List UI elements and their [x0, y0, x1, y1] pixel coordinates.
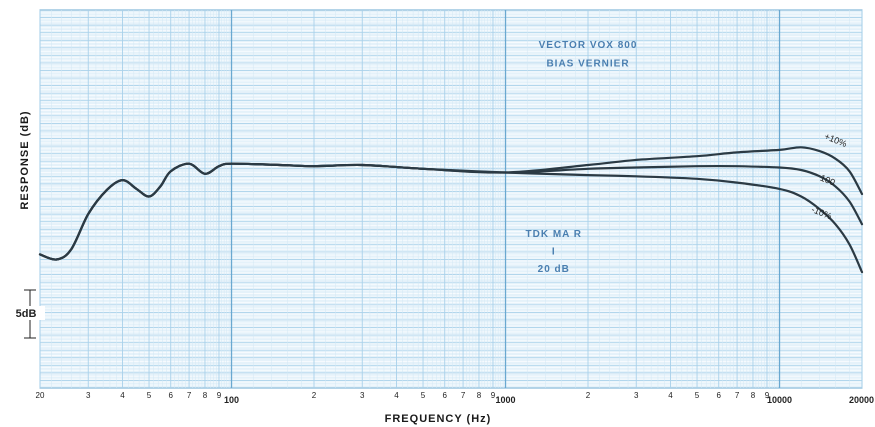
x-tick-label: 5 — [147, 391, 152, 400]
x-tick-label: 5 — [695, 391, 700, 400]
scale-bar-label-bg — [9, 306, 45, 320]
x-tick-label: 3 — [634, 391, 639, 400]
x-tick-label: 8 — [751, 391, 756, 400]
x-tick-label: 8 — [203, 391, 208, 400]
series-line-minus10 — [38, 162, 864, 274]
chart-annotation: VECTOR VOX 800 — [539, 40, 638, 51]
x-tick-label: 8 — [477, 391, 482, 400]
x-tick-label: 1000 — [496, 395, 516, 405]
x-tick-label: 4 — [394, 391, 399, 400]
x-tick-label: 7 — [187, 391, 192, 400]
chart-annotations: VECTOR VOX 800 BIAS VERNIER TDK MA R I 20 dB — [526, 40, 638, 275]
x-tick-label: 6 — [717, 391, 722, 400]
chart-annotation: TDK MA R — [526, 229, 583, 240]
x-tick-label: 5 — [421, 391, 426, 400]
x-tick-label: 3 — [86, 391, 91, 400]
x-tick-label: 10000 — [767, 395, 792, 405]
x-tick-label: 100 — [224, 395, 239, 405]
x-tick-label: 20000 — [849, 395, 874, 405]
x-tick-label: 9 — [491, 391, 496, 400]
x-tick-label: 3 — [360, 391, 365, 400]
x-tick-label: 9 — [765, 391, 770, 400]
chart-annotation: BIAS VERNIER — [546, 59, 629, 70]
x-tick-label: 6 — [443, 391, 448, 400]
chart-annotation: I — [552, 246, 556, 257]
x-axis-title: FREQUENCY (Hz) — [385, 413, 492, 425]
x-tick-label: 9 — [217, 391, 222, 400]
x-tick-label: 7 — [735, 391, 740, 400]
x-tick-label: 20 — [36, 391, 45, 400]
x-tick-label: 7 — [461, 391, 466, 400]
x-tick-label: 2 — [312, 391, 317, 400]
x-tick-label: 4 — [120, 391, 125, 400]
scale-bar: 5dB — [9, 289, 45, 339]
chart-grid — [39, 9, 863, 389]
y-axis-title: RESPONSE (dB) — [19, 110, 31, 209]
x-tick-label: 2 — [586, 391, 591, 400]
x-tick-label: 6 — [169, 391, 174, 400]
chart-annotation: 20 dB — [538, 264, 570, 275]
scale-bar-label: 5dB — [16, 308, 37, 320]
x-tick-label: 4 — [668, 391, 673, 400]
